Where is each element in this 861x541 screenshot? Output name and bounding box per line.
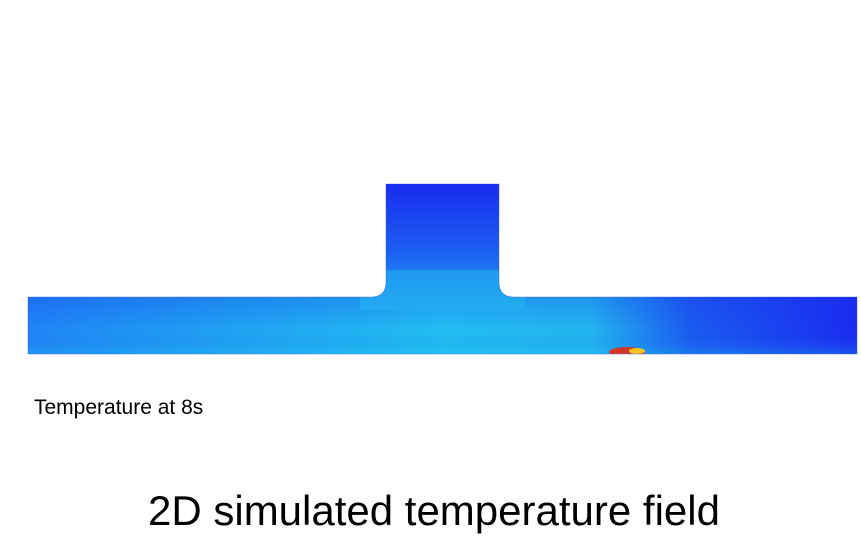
figure-title: 2D simulated temperature field bbox=[148, 487, 720, 534]
temperature-field-plot bbox=[27, 183, 858, 355]
heat-source-hot-zone bbox=[495, 310, 715, 354]
time-caption: Temperature at 8s bbox=[34, 396, 204, 419]
welded-joint-body bbox=[28, 184, 857, 354]
